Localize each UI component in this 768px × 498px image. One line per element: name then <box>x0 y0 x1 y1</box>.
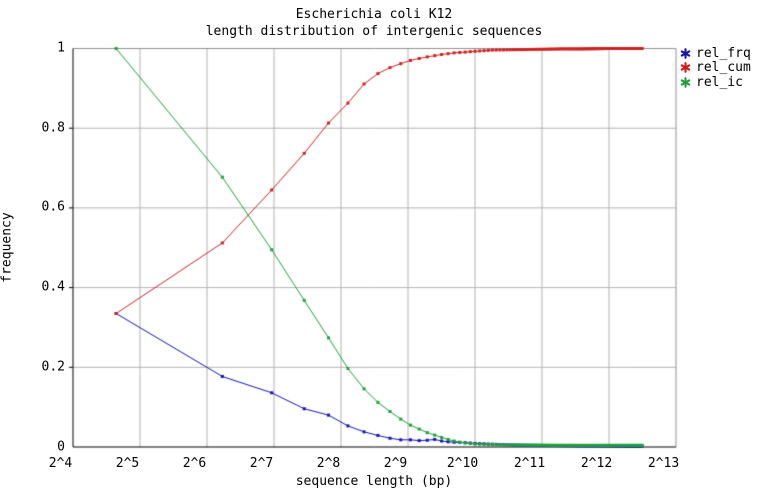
x-tick-label: 2^4 <box>48 456 73 471</box>
x-tick-label: 2^8 <box>316 456 341 471</box>
x-tick-label: 2^6 <box>182 456 207 471</box>
asterisk-icon <box>680 76 691 88</box>
x-tick-label: 2^9 <box>383 456 408 471</box>
legend-item-rel-cum: rel_cum <box>680 60 751 76</box>
y-tick-label: 0.8 <box>41 120 65 136</box>
legend-label: rel_frq <box>696 45 751 61</box>
y-tick-label: 0.4 <box>41 279 65 295</box>
asterisk-icon <box>680 47 691 59</box>
y-tick-label: 0.6 <box>41 199 65 215</box>
legend-label: rel_ic <box>696 74 743 90</box>
chart-subtitle: length distribution of intergenic sequen… <box>205 24 543 39</box>
legend-item-rel-frq: rel_frq <box>680 46 751 61</box>
x-tick-label: 2^5 <box>115 456 140 471</box>
x-tick-label: 2^7 <box>249 456 274 471</box>
x-tick-label: 2^11 <box>513 456 546 471</box>
y-tick-label: 1 <box>57 40 65 56</box>
asterisk-icon <box>680 62 691 74</box>
y-tick-label: 0 <box>57 439 65 454</box>
y-axis-label: frequency <box>0 212 15 283</box>
legend-item-rel-ic: rel_ic <box>680 75 751 90</box>
chart-title: Escherichia coli K12 <box>295 7 453 22</box>
y-tick-label: 0.2 <box>41 359 65 375</box>
x-tick-label: 2^10 <box>446 456 479 471</box>
legend: rel_frq rel_cum rel_ic <box>680 46 751 90</box>
x-tick-label: 2^13 <box>647 456 680 471</box>
x-axis-label: sequence length (bp) <box>295 474 453 489</box>
x-tick-label: 2^12 <box>580 456 613 471</box>
legend-label: rel_cum <box>696 60 751 76</box>
